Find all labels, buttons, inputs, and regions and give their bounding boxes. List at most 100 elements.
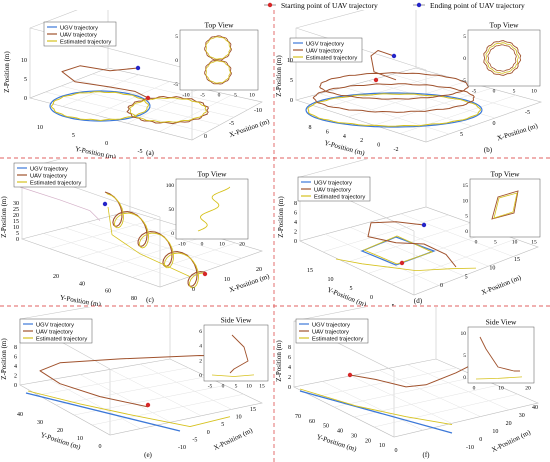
inset-y-tick: -5	[461, 78, 466, 84]
x-tick: 5	[221, 422, 224, 428]
y-axis-label: Y-Position (m)	[74, 145, 117, 158]
inset-uav-trajectory	[479, 336, 520, 372]
z-axis-label: Z-Position (m)	[0, 196, 8, 238]
inset-y-tick: -5	[173, 82, 178, 88]
x-axis-label: X-Position (m)	[212, 426, 254, 452]
f-box-grid	[353, 385, 498, 418]
inset-x-tick: -5	[200, 93, 205, 99]
y-tick: 10	[379, 443, 385, 449]
y-tick: 20	[57, 428, 63, 434]
uav-trajectory	[61, 65, 149, 99]
start-point	[347, 372, 353, 378]
e-box-grid	[55, 376, 207, 406]
ugv-trajectory	[360, 236, 436, 266]
inset-x-tick: 5	[235, 384, 238, 390]
c-box-grid	[108, 216, 242, 259]
estimated-trajectory	[335, 258, 477, 271]
end-point	[421, 222, 427, 228]
y-tick: 70	[295, 414, 301, 420]
inset-frame	[467, 326, 535, 384]
inset-y-tick: 5	[465, 214, 468, 220]
y-tick: 4	[343, 134, 346, 140]
start-legend-label: Starting point of UAV trajectory	[281, 1, 378, 10]
start-point	[399, 260, 405, 266]
d-box-grid	[391, 238, 516, 285]
legend-entry: UGV trajectory	[312, 322, 350, 328]
panel-label: (e)	[144, 451, 152, 459]
z-tick: 10	[287, 58, 293, 64]
d-box-grid	[322, 214, 449, 253]
inset-x-tick: 10	[512, 240, 518, 246]
x-tick: -10	[254, 108, 262, 114]
x-axis-label: X-Position (m)	[228, 272, 271, 294]
z-tick: 0	[16, 237, 19, 243]
panel-label: (a)	[146, 149, 154, 157]
e-box-grid	[49, 379, 141, 429]
legend-entry: UGV trajectory	[30, 166, 68, 172]
x-axis-label: X-Position (m)	[496, 122, 539, 143]
z-tick: 15	[13, 219, 19, 225]
e-box-grid	[109, 369, 202, 417]
ugv-trajectory	[49, 90, 151, 122]
z-tick: 8	[14, 345, 17, 351]
x-tick: 20	[256, 267, 262, 273]
inset-y-tick: 15	[463, 183, 469, 189]
end-marker	[416, 2, 422, 8]
z-tick: 8	[294, 201, 297, 207]
z-tick: 0	[24, 96, 27, 102]
inset-estimated-trajectory	[475, 376, 523, 380]
y-tick: 80	[131, 296, 137, 302]
y-tick: 8	[309, 125, 312, 131]
z-tick: 10	[13, 225, 19, 231]
x-tick: 10	[492, 429, 498, 435]
x-tick: 0	[207, 430, 210, 436]
inset-x-tick: 0	[201, 242, 204, 248]
z-tick: 4	[288, 365, 291, 371]
legend-entry: Estimated trajectory	[306, 55, 357, 61]
inset-x-tick: 10	[531, 89, 537, 95]
inset-y-tick: 0	[199, 373, 202, 379]
y-tick: 6	[326, 129, 329, 135]
x-tick: 40	[532, 405, 538, 411]
start-point	[202, 271, 208, 277]
z-tick: 5	[24, 77, 27, 83]
d-box-grid	[375, 220, 489, 267]
inset-frame	[469, 178, 541, 238]
x-tick: 10	[489, 266, 495, 272]
inset-y-tick: 0	[175, 58, 178, 64]
inset-uav-trajectory	[204, 35, 232, 61]
inset-y-tick: 6	[199, 329, 202, 335]
e-box-grid	[91, 393, 244, 426]
x-tick: 20	[506, 421, 512, 427]
end-point	[102, 201, 108, 207]
e-box-grid	[73, 385, 226, 416]
inset-uav-trajectory	[204, 59, 232, 85]
y-tick: 40	[337, 429, 343, 435]
inset-x-tick: -5	[208, 384, 213, 390]
inset-y-tick: 0	[171, 231, 174, 237]
x-tick: -5	[192, 437, 197, 443]
inset-x-tick: 20	[525, 386, 531, 392]
z-tick: 4	[294, 220, 297, 226]
inset-title: Top View	[197, 170, 227, 179]
c-box-grid	[43, 233, 181, 281]
z-axis-label: Z-Position (m)	[0, 338, 8, 380]
y-tick: -5	[138, 149, 143, 155]
panel-label: (c)	[146, 296, 154, 304]
y-tick: 60	[309, 419, 315, 425]
z-tick: 25	[13, 207, 19, 213]
inset-y-tick: 100	[166, 183, 175, 189]
start-marker	[267, 2, 273, 8]
y-tick: 0	[370, 295, 373, 301]
inset-x-tick: -5	[472, 89, 477, 95]
z-axis-label: Z-Position (m)	[276, 340, 283, 382]
inset-estimated-trajectory	[197, 186, 231, 232]
uav-trajectory	[104, 191, 206, 287]
z-axis-label: Z-Position (m)	[277, 196, 285, 238]
x-tick: 0	[440, 283, 443, 289]
c-box-grid	[132, 242, 236, 278]
inset-uav-trajectory	[487, 44, 517, 72]
z-tick: 0	[288, 385, 291, 391]
